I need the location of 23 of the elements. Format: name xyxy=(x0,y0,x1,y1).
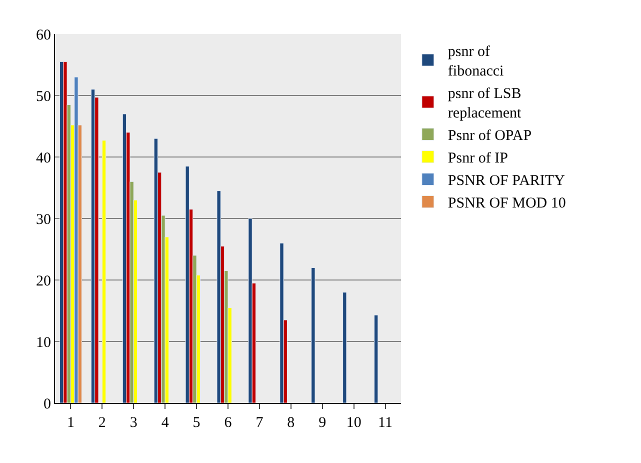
x-tick-label: 9 xyxy=(318,415,326,431)
legend-label: Psnr of OPAP xyxy=(448,128,532,144)
y-tick-label: 30 xyxy=(36,212,51,228)
x-tick-label: 5 xyxy=(192,415,200,431)
y-tick-label: 60 xyxy=(36,27,51,44)
legend-label: PSNR OF PARITY xyxy=(448,173,566,190)
x-tick-label: 10 xyxy=(346,415,362,431)
x-tick-label: 11 xyxy=(378,415,392,431)
legend-label: PSNR OF MOD 10 xyxy=(448,196,566,212)
x-tick-label: 1 xyxy=(66,415,74,431)
y-tick-label: 0 xyxy=(44,396,51,412)
x-tick-label: 7 xyxy=(256,415,264,431)
x-tick-label: 6 xyxy=(224,415,232,431)
y-tick-label: 40 xyxy=(36,150,51,166)
x-tick-label: 4 xyxy=(161,415,170,431)
legend-label: Psnr of IP xyxy=(448,150,508,167)
x-tick-label: 2 xyxy=(98,415,106,431)
y-tick-label: 10 xyxy=(36,334,51,351)
x-tick-label: 3 xyxy=(130,415,138,431)
y-tick-label: 20 xyxy=(36,273,51,290)
y-tick-label: 50 xyxy=(36,88,51,105)
legend-label: psnr of LSB replacement xyxy=(448,86,522,122)
x-tick-label: 8 xyxy=(287,415,295,431)
